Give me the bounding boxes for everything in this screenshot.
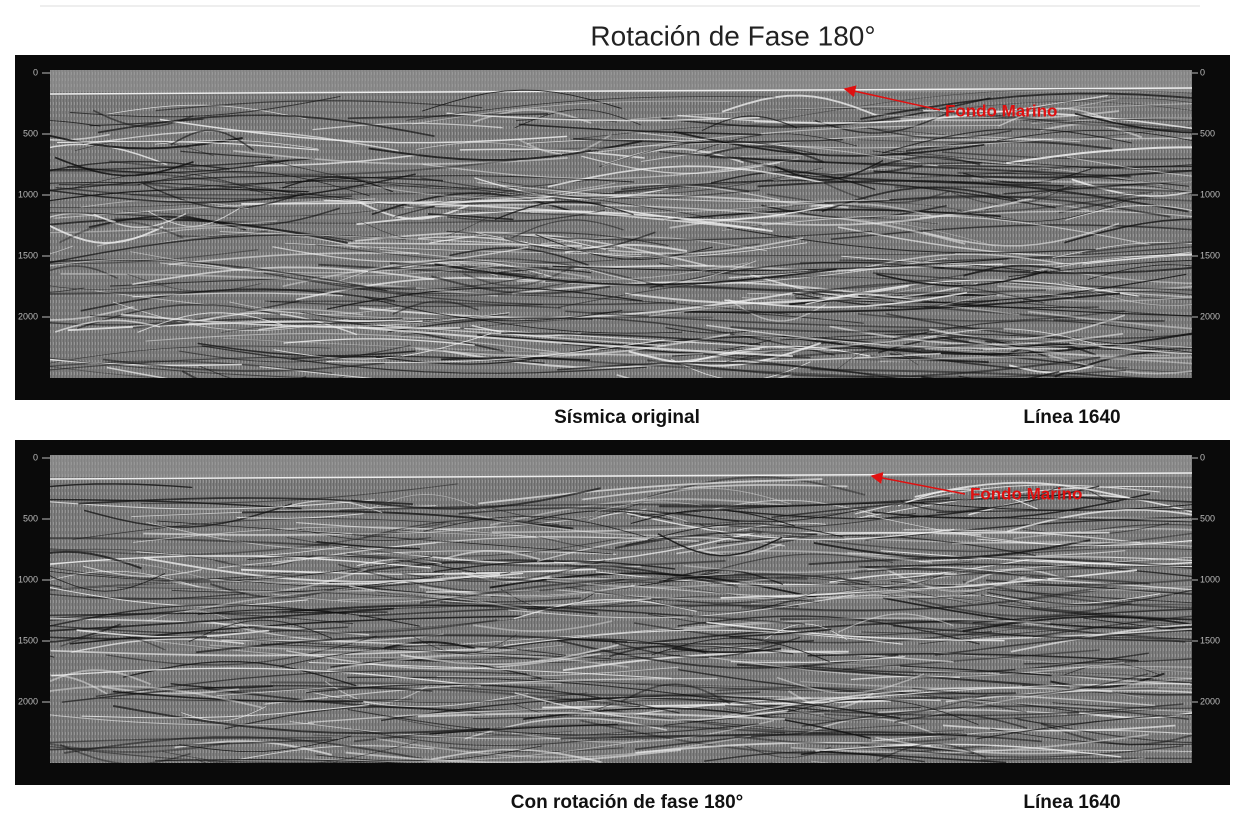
y-tick-label-right: 2000 — [1200, 696, 1220, 706]
y-tick-label-right: 1500 — [1200, 250, 1220, 260]
y-tick-label: 2000 — [18, 311, 38, 321]
line-label: Línea 1640 — [1023, 407, 1120, 428]
y-tick-label: 500 — [23, 513, 38, 523]
caption: Con rotación de fase 180° — [511, 792, 744, 813]
y-tick-label-right: 500 — [1200, 128, 1215, 138]
y-tick-label: 1000 — [18, 574, 38, 584]
y-tick-label-right: 0 — [1200, 452, 1205, 462]
seismic-panel: 0 0 500 500 1000 1000 1500 1500 2000 2000 Fondo Ma… — [0, 440, 1247, 813]
y-tick-label: 1500 — [18, 250, 38, 260]
y-tick-label: 2000 — [18, 696, 38, 706]
annotation: Fondo Marino — [970, 484, 1082, 503]
page: Rotación de Fase 180° 0 0 500 500 1000 1000 15… — [0, 0, 1247, 816]
y-tick-label: 0 — [33, 452, 38, 462]
figure: Rotación de Fase 180° 0 0 500 500 1000 1000 15… — [0, 0, 1247, 816]
y-tick-label-right: 1000 — [1200, 189, 1220, 199]
y-tick-label-right: 1500 — [1200, 635, 1220, 645]
y-tick-label-right: 500 — [1200, 513, 1215, 523]
y-tick-label-right: 1000 — [1200, 574, 1220, 584]
title: Rotación de Fase 180° — [590, 20, 875, 51]
annotation: Fondo Marino — [945, 101, 1057, 120]
line-label: Línea 1640 — [1023, 792, 1120, 813]
y-tick-label: 1000 — [18, 189, 38, 199]
y-tick-label: 1500 — [18, 635, 38, 645]
y-tick-label-right: 2000 — [1200, 311, 1220, 321]
y-tick-label: 500 — [23, 128, 38, 138]
seismic-panel: 0 0 500 500 1000 1000 1500 1500 2000 2000 Fondo Ma… — [0, 55, 1247, 428]
y-tick-label: 0 — [33, 67, 38, 77]
caption: Sísmica original — [554, 407, 700, 428]
y-tick-label-right: 0 — [1200, 67, 1205, 77]
